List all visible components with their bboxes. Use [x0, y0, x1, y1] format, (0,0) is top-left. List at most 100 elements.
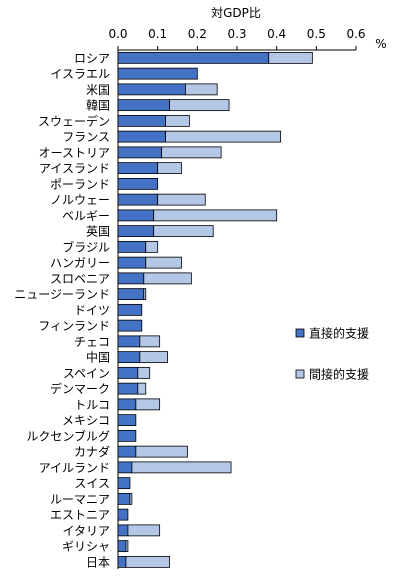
category-label: ポーランド: [50, 177, 110, 191]
category-label: ノルウェー: [50, 193, 110, 207]
bar-direct-support: [117, 51, 270, 64]
bar-indirect-support: [145, 240, 159, 253]
legend-label: 間接的支援: [309, 367, 369, 382]
bar-direct-support: [117, 335, 141, 348]
bar-direct-support: [117, 303, 143, 316]
bar-direct-support: [117, 445, 137, 458]
category-label: イタリア: [62, 524, 110, 538]
bar-direct-support: [117, 524, 129, 537]
category-labels: ロシアイスラエル米国韓国スウェーデンフランスオーストリアアイスランドポーランドノ…: [14, 51, 110, 569]
category-label: ルクセンブルグ: [26, 428, 110, 443]
category-label: ベルギー: [62, 209, 110, 223]
bar-direct-support: [117, 67, 198, 80]
bar-direct-support: [117, 461, 133, 474]
bar-direct-support: [117, 209, 155, 222]
category-label: スイス: [74, 477, 110, 491]
bar-indirect-support: [125, 555, 170, 568]
bar-direct-support: [117, 225, 155, 238]
category-label: スロベニア: [50, 272, 110, 286]
bar-indirect-support: [131, 461, 232, 474]
category-label: デンマーク: [50, 381, 110, 396]
bar-indirect-support: [135, 398, 161, 411]
x-tick-label: 0.4: [267, 27, 286, 41]
x-tick-label: 0.5: [307, 27, 326, 41]
bar-direct-support: [117, 177, 159, 190]
bar-direct-support: [117, 477, 131, 490]
category-label: 英国: [86, 225, 110, 239]
legend-swatch: [295, 328, 305, 338]
x-axis-ticks: 0.0 0.1 0.2 0.3 0.4 0.5 0.6: [108, 27, 366, 50]
category-label: 韓国: [86, 99, 110, 113]
category-label: オーストリア: [39, 146, 110, 160]
bar-direct-support: [117, 114, 166, 127]
category-label: ロシア: [74, 51, 110, 65]
bar-direct-support: [117, 162, 159, 175]
category-label: アイルランド: [39, 461, 110, 475]
bar-direct-support: [117, 146, 163, 159]
category-label: チェコ: [74, 335, 110, 349]
bar-direct-support: [117, 256, 147, 269]
bar-indirect-support: [143, 288, 147, 301]
category-label: ルーマニア: [50, 492, 110, 506]
bar-direct-support: [117, 130, 166, 143]
category-label: フィンランド: [38, 319, 110, 333]
category-label: カナダ: [74, 444, 110, 459]
x-tick-label: 0.2: [188, 27, 207, 41]
legend-label: 直接的支援: [309, 326, 369, 341]
bar-direct-support: [117, 99, 170, 112]
bar-indirect-support: [153, 209, 278, 222]
x-tick-label: 0.3: [227, 27, 246, 41]
bar-indirect-support: [137, 366, 151, 379]
bar-indirect-support: [157, 162, 182, 175]
bar-indirect-support: [165, 114, 190, 127]
bar-direct-support: [117, 366, 139, 379]
bar-indirect-support: [153, 225, 214, 238]
bar-indirect-support: [157, 193, 206, 206]
bar-direct-support: [117, 382, 139, 395]
bar-indirect-support: [268, 51, 313, 64]
x-tick-label: 0.6: [346, 27, 365, 41]
bar-direct-support: [117, 319, 143, 332]
bar-indirect-support: [137, 382, 147, 395]
category-label: 日本: [86, 555, 110, 569]
x-tick-label: 0.0: [108, 27, 127, 41]
bar-indirect-support: [161, 146, 222, 159]
bar-direct-support: [117, 240, 147, 253]
bar-direct-support: [117, 414, 137, 427]
unit-label: %: [375, 37, 386, 51]
category-label: トルコ: [74, 398, 110, 412]
category-label: ブラジル: [62, 239, 110, 254]
chart-title: 対GDP比: [211, 6, 261, 20]
category-label: スウェーデン: [38, 113, 110, 128]
bar-indirect-support: [145, 256, 182, 269]
bar-indirect-support: [127, 524, 161, 537]
bar-direct-support: [117, 83, 186, 96]
bar-direct-support: [117, 398, 137, 411]
bar-indirect-support: [139, 351, 168, 364]
bar-indirect-support: [169, 99, 230, 112]
category-label: メキシコ: [62, 414, 110, 428]
bar-direct-support: [117, 272, 145, 285]
category-label: ドイツ: [74, 303, 110, 317]
bar-indirect-support: [143, 272, 192, 285]
bar-indirect-support: [185, 83, 218, 96]
bar-direct-support: [117, 429, 137, 442]
category-label: 中国: [86, 350, 110, 365]
bars: [117, 51, 313, 568]
category-label: フランス: [62, 130, 110, 144]
bar-indirect-support: [135, 445, 188, 458]
category-label: イスラエル: [50, 67, 110, 81]
bar-direct-support: [117, 288, 145, 301]
bar-direct-support: [117, 492, 131, 505]
x-tick-label: 0.1: [148, 27, 167, 41]
category-label: アイスランド: [39, 162, 110, 176]
category-label: 米国: [86, 83, 110, 97]
bar-direct-support: [117, 193, 159, 206]
bar-indirect-support: [165, 130, 282, 143]
bar-indirect-support: [139, 335, 161, 348]
category-label: ニュージーランド: [14, 288, 110, 302]
bar-direct-support: [117, 351, 141, 364]
category-label: ギリシャ: [62, 540, 110, 554]
